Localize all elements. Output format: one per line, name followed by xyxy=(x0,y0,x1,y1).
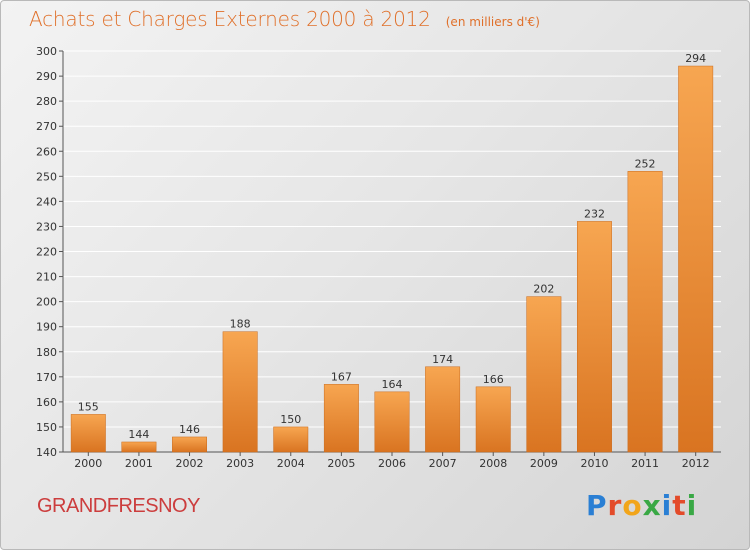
x-tick-label: 2008 xyxy=(479,457,507,470)
data-labels: 155 144 146 188 150 167 164 174 166 202 232 252 294 xyxy=(78,52,706,441)
x-tick-label: 2003 xyxy=(226,457,254,470)
x-tick-label: 2005 xyxy=(327,457,355,470)
y-tick-label: 240 xyxy=(36,195,57,208)
bar-2000 xyxy=(70,414,106,453)
y-tick-label: 210 xyxy=(36,271,57,284)
logo-letter: P xyxy=(586,489,608,522)
bar-2005 xyxy=(323,384,359,453)
bar-2009 xyxy=(526,296,562,453)
data-label: 155 xyxy=(78,400,99,413)
bars xyxy=(70,65,714,453)
bar-2003 xyxy=(222,331,258,453)
x-tick-label: 2011 xyxy=(631,457,659,470)
y-tick-label: 270 xyxy=(36,120,57,133)
bar-2008 xyxy=(475,386,511,453)
proxiti-logo[interactable]: Proxiti xyxy=(586,489,697,522)
bar-2006 xyxy=(374,391,410,453)
tick-labels: 140 150 160 170 180 190 200 210 220 230 240 250 260 2… xyxy=(36,45,710,470)
x-tick-label: 2012 xyxy=(682,457,710,470)
x-tick-label: 2007 xyxy=(429,457,457,470)
data-label: 232 xyxy=(584,207,605,220)
y-tick-label: 180 xyxy=(36,346,57,359)
data-label: 144 xyxy=(128,428,149,441)
y-tick-label: 220 xyxy=(36,246,57,259)
data-label: 174 xyxy=(432,353,453,366)
y-tick-label: 170 xyxy=(36,371,57,384)
chart-unit: (en milliers d'€) xyxy=(445,15,540,29)
data-label: 164 xyxy=(382,378,403,391)
y-tick-label: 140 xyxy=(36,446,57,459)
bar-2001 xyxy=(121,441,157,453)
data-label: 146 xyxy=(179,423,200,436)
logo-letter: t xyxy=(672,489,687,522)
bar-2007 xyxy=(425,366,461,453)
chart-title: Achats et Charges Externes 2000 à 2012 xyxy=(29,7,431,31)
x-tick-label: 2002 xyxy=(176,457,204,470)
y-tick-label: 230 xyxy=(36,220,57,233)
data-label: 188 xyxy=(230,318,251,331)
chart-title-block: Achats et Charges Externes 2000 à 2012 (… xyxy=(29,7,540,31)
y-tick-label: 190 xyxy=(36,321,57,334)
y-tick-label: 150 xyxy=(36,421,57,434)
y-tick-label: 280 xyxy=(36,95,57,108)
data-label: 167 xyxy=(331,370,352,383)
y-tick-label: 200 xyxy=(36,296,57,309)
bar-2004 xyxy=(273,426,309,453)
logo-letter: i xyxy=(686,489,698,522)
logo-letter: o xyxy=(622,489,643,522)
data-label: 166 xyxy=(483,373,504,386)
data-label: 202 xyxy=(533,283,554,296)
y-tick-label: 290 xyxy=(36,70,57,83)
logo-letter: i xyxy=(661,489,673,522)
bar-2010 xyxy=(577,221,612,453)
bar-2002 xyxy=(172,436,207,453)
data-label: 252 xyxy=(635,157,656,170)
bar-2012 xyxy=(678,65,714,453)
x-tick-label: 2001 xyxy=(125,457,153,470)
x-tick-label: 2006 xyxy=(378,457,406,470)
x-tick-label: 2000 xyxy=(74,457,102,470)
place-name: GRANDFRESNOY xyxy=(37,495,200,517)
y-tick-label: 300 xyxy=(36,45,57,58)
bar-2011 xyxy=(627,171,663,453)
y-tick-label: 160 xyxy=(36,396,57,409)
data-label: 150 xyxy=(280,413,301,426)
logo-letter: r xyxy=(607,489,623,522)
y-tick-label: 250 xyxy=(36,170,57,183)
x-tick-label: 2010 xyxy=(580,457,608,470)
y-tick-label: 260 xyxy=(36,145,57,158)
data-label: 294 xyxy=(685,52,706,65)
x-tick-label: 2004 xyxy=(277,457,305,470)
logo-letter: x xyxy=(642,489,662,522)
x-tick-label: 2009 xyxy=(530,457,558,470)
